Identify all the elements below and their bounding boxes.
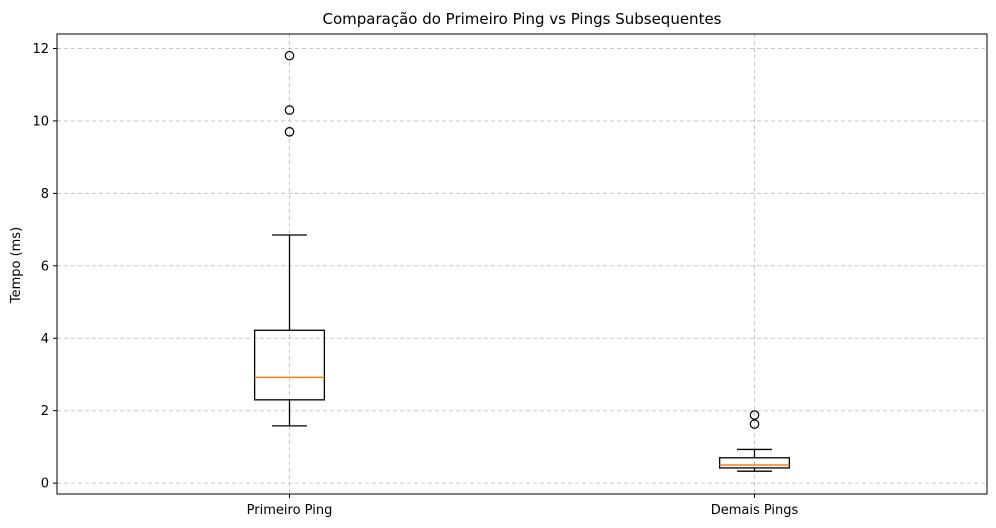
plot-frame	[56, 33, 988, 495]
outlier-point	[749, 419, 760, 429]
y-tick-label: 6	[41, 259, 49, 274]
outlier-point	[284, 126, 295, 137]
iqr-box	[253, 329, 326, 401]
outlier-point	[284, 105, 295, 115]
outlier-point	[749, 410, 760, 420]
y-tick-label: 12	[32, 42, 49, 57]
iqr-box	[718, 457, 791, 469]
outlier-point	[284, 50, 295, 61]
y-tick-label: 4	[41, 332, 49, 347]
chart-title: Comparação do Primeiro Ping vs Pings Sub…	[322, 10, 721, 28]
y-tick-label: 10	[32, 114, 49, 129]
y-axis-ticks: 0 2 4 6 8 10 12	[32, 42, 57, 492]
box-group	[718, 410, 791, 472]
grid	[57, 34, 987, 494]
x-tick-label: Demais Pings	[711, 503, 799, 518]
x-tick-label: Primeiro Ping	[247, 503, 333, 518]
x-axis-ticks: Primeiro Ping Demais Pings	[247, 494, 799, 518]
y-tick-label: 8	[41, 187, 49, 202]
box-group	[253, 50, 326, 427]
boxes	[253, 50, 791, 472]
y-tick-label: 2	[41, 404, 49, 419]
y-axis-label: Tempo (ms)	[9, 227, 24, 304]
y-tick-label: 0	[41, 477, 49, 492]
